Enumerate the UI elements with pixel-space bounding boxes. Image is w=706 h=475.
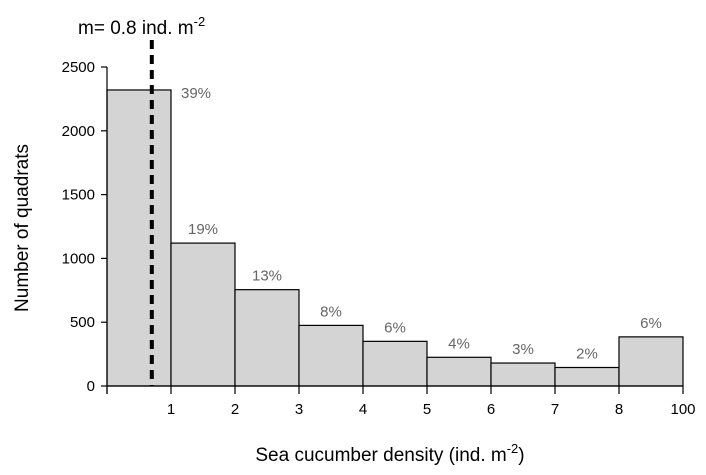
percent-label-4-5: 6% (384, 319, 406, 336)
percent-label-5-6: 4% (448, 335, 470, 352)
plot-area: 39% 19% 13% 8% 6% 4% 3% 2% 6% 0 500 1000 1500 2000 250… (62, 40, 696, 418)
mean-label: m= 0.8 ind. m-2 (78, 14, 205, 39)
x-tick-label-100: 100 (670, 401, 695, 418)
x-tick-label-5: 5 (423, 401, 431, 418)
x-tick-label-6: 6 (487, 401, 495, 418)
bar-7-8 (554, 366, 620, 387)
percent-label-7-8: 2% (576, 345, 598, 362)
percent-label-2-3: 13% (252, 268, 282, 285)
x-tick-label-3: 3 (295, 401, 303, 418)
bar-6-7 (490, 362, 556, 387)
x-axis-title-main: Sea cucumber density (ind. m (255, 445, 506, 466)
y-tick-label-1000: 1000 (62, 250, 95, 267)
y-tick-label-2000: 2000 (62, 123, 95, 140)
percent-label-1-2: 19% (188, 221, 218, 238)
x-tick-label-8: 8 (615, 401, 623, 418)
x-tick-label-1: 1 (167, 401, 175, 418)
mean-label-main: m= 0.8 ind. m (78, 18, 194, 39)
bar-0-1 (106, 89, 172, 387)
bar-8-100 (618, 336, 684, 387)
bar-5-6 (426, 356, 492, 387)
x-tick-label-4: 4 (359, 401, 367, 418)
bar-2-3 (234, 289, 300, 387)
bar-1-2 (170, 242, 236, 387)
bar-4-5 (362, 340, 428, 387)
percent-label-6-7: 3% (512, 341, 534, 358)
mean-label-superscript: -2 (194, 14, 206, 29)
y-tick-label-2500: 2500 (62, 59, 95, 76)
percent-label-0-1: 39% (181, 85, 211, 102)
x-tick-label-7: 7 (551, 401, 559, 418)
x-axis-title-superscript: -2 (507, 441, 519, 456)
y-tick-label-0: 0 (87, 378, 95, 395)
x-axis-title: Sea cucumber density (ind. m-2) (255, 441, 524, 466)
y-tick-label-1500: 1500 (62, 187, 95, 204)
percent-label-8-100: 6% (640, 315, 662, 332)
x-tick-label-2: 2 (231, 401, 239, 418)
y-axis-title: Number of quadrats (12, 144, 33, 312)
bar-3-4 (298, 324, 364, 387)
percent-label-3-4: 8% (320, 303, 342, 320)
y-tick-label-500: 500 (70, 314, 95, 331)
x-axis-title-end: ) (518, 445, 524, 466)
